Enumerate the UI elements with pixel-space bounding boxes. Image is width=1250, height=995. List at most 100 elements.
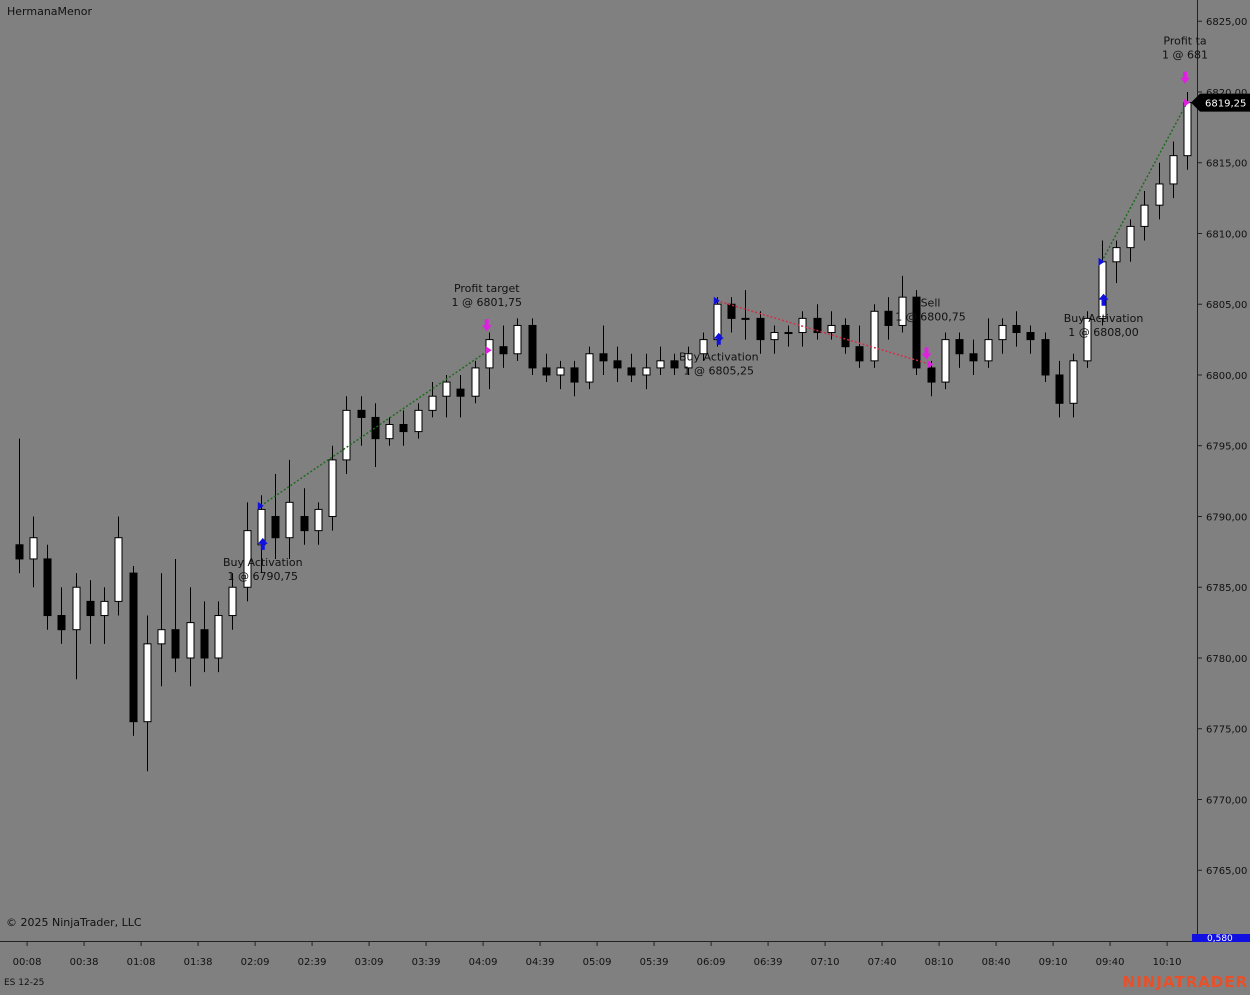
candle-body bbox=[1098, 261, 1107, 319]
candle-body bbox=[955, 339, 964, 355]
candle-body bbox=[129, 572, 138, 723]
candle-body bbox=[813, 317, 822, 334]
candle-body bbox=[1041, 339, 1050, 376]
candle-body bbox=[456, 388, 465, 397]
y-tick-label: 6815,00 bbox=[1206, 159, 1247, 170]
x-tick-label: 02:09 bbox=[241, 957, 270, 968]
candle-body bbox=[285, 501, 294, 539]
candle-body bbox=[371, 416, 380, 440]
candle-body bbox=[1155, 183, 1164, 206]
candle-body bbox=[1083, 317, 1092, 362]
exit-arrow bbox=[1180, 71, 1191, 84]
y-tick-label: 6780,00 bbox=[1206, 654, 1247, 665]
candle-body bbox=[414, 409, 423, 433]
x-tick-label: 06:09 bbox=[697, 957, 726, 968]
x-tick-label: 05:39 bbox=[640, 957, 669, 968]
x-tick-label: 09:10 bbox=[1039, 957, 1068, 968]
candle-body bbox=[884, 310, 893, 326]
exit-label: 1 @ 681 bbox=[1162, 49, 1208, 62]
candle-body bbox=[627, 367, 636, 376]
entry-marker bbox=[257, 501, 264, 510]
exit-label: 1 @ 6801,75 bbox=[452, 296, 522, 309]
candle-body bbox=[912, 296, 921, 369]
exit-marker bbox=[1184, 98, 1191, 107]
trade-line bbox=[716, 299, 931, 366]
entry-label: 1 @ 6805,25 bbox=[684, 365, 754, 378]
candle-body bbox=[827, 324, 836, 334]
candle-body bbox=[385, 424, 394, 440]
candle-body bbox=[898, 296, 907, 326]
exit-marker bbox=[927, 360, 934, 369]
candle-body bbox=[513, 324, 522, 355]
candle-body bbox=[271, 515, 280, 539]
indicator-bar bbox=[1192, 934, 1250, 942]
entry-marker bbox=[713, 296, 720, 305]
exit-label: Profit ta bbox=[1163, 35, 1206, 48]
candle-body bbox=[599, 353, 608, 362]
x-tick-label: 03:39 bbox=[412, 957, 441, 968]
entry-label: 1 @ 6790,75 bbox=[228, 570, 298, 583]
candle-body bbox=[969, 353, 978, 362]
y-tick-label: 6810,00 bbox=[1206, 229, 1247, 240]
brand-logo: NINJATRADER bbox=[1123, 973, 1248, 991]
candle-body bbox=[556, 367, 565, 376]
candle-body bbox=[1026, 332, 1035, 341]
y-tick-label: 6825,00 bbox=[1206, 17, 1247, 28]
contract: ES 12-25 bbox=[4, 978, 44, 988]
candle-body bbox=[741, 317, 750, 320]
candle-body bbox=[186, 622, 195, 659]
candle-body bbox=[314, 508, 323, 532]
candle-body bbox=[200, 629, 209, 659]
exit-label: Profit target bbox=[454, 282, 520, 295]
candle-body bbox=[656, 360, 665, 369]
x-tick-label: 00:08 bbox=[13, 957, 42, 968]
x-tick-label: 07:10 bbox=[811, 957, 840, 968]
candle-body bbox=[72, 586, 81, 631]
y-tick-label: 6805,00 bbox=[1206, 300, 1247, 311]
candle-body bbox=[228, 586, 237, 617]
x-tick-label: 04:39 bbox=[526, 957, 555, 968]
exit-label: 1 @ 6800,75 bbox=[895, 310, 965, 323]
exit-arrow bbox=[921, 347, 932, 360]
candle-body bbox=[399, 424, 408, 433]
last-price-marker bbox=[1191, 93, 1250, 112]
y-tick-label: 6775,00 bbox=[1206, 725, 1247, 736]
candle-body bbox=[670, 360, 679, 369]
candle-body bbox=[941, 339, 950, 383]
exit-arrow bbox=[481, 319, 492, 332]
candle-body bbox=[243, 530, 252, 588]
candle-body bbox=[114, 537, 123, 602]
entry-label: Buy Activation bbox=[223, 556, 303, 569]
candle-body bbox=[528, 324, 537, 369]
buy-arrow bbox=[713, 332, 724, 345]
candle-body bbox=[613, 360, 622, 369]
candle-body bbox=[699, 339, 708, 355]
candle-body bbox=[984, 339, 993, 362]
candle-body bbox=[770, 332, 779, 341]
candle-body bbox=[784, 332, 793, 335]
buy-arrow bbox=[257, 537, 268, 550]
y-tick-label: 6790,00 bbox=[1206, 512, 1247, 523]
candle-body bbox=[471, 367, 480, 397]
candle-body bbox=[143, 643, 152, 723]
x-tick-label: 01:38 bbox=[184, 957, 213, 968]
candle-body bbox=[684, 353, 693, 369]
entry-label: Buy Activation bbox=[679, 351, 759, 364]
candle-body bbox=[442, 381, 451, 397]
y-tick-label: 6800,00 bbox=[1206, 371, 1247, 382]
candle-body bbox=[300, 515, 309, 532]
candle-body bbox=[86, 600, 95, 617]
buy-arrow bbox=[1098, 293, 1109, 306]
entry-marker bbox=[1098, 257, 1105, 266]
candle-body bbox=[927, 367, 936, 383]
x-tick-label: 07:40 bbox=[868, 957, 897, 968]
candle-body bbox=[727, 303, 736, 319]
candle-body bbox=[428, 395, 437, 411]
candle-body bbox=[342, 409, 351, 461]
y-tick-label: 6765,00 bbox=[1206, 866, 1247, 877]
candle-body bbox=[1126, 225, 1135, 249]
candle-body bbox=[100, 600, 109, 617]
